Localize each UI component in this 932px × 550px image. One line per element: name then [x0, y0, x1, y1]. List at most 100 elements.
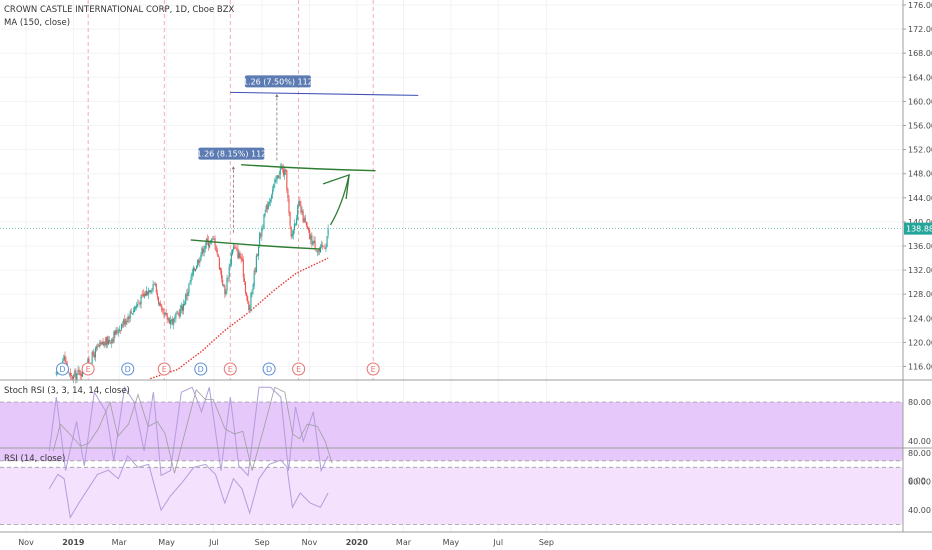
candle-body — [80, 374, 82, 376]
candle-body — [185, 294, 187, 305]
dividend-marker — [262, 362, 276, 376]
stoch-rsi-legend[interactable]: Stoch RSI (3, 3, 14, 14, close) — [4, 386, 130, 396]
candle-body — [186, 293, 188, 296]
candle-body — [240, 256, 242, 259]
candle-body — [76, 373, 78, 380]
candle-body — [190, 276, 192, 282]
candle-body — [292, 230, 294, 235]
candle-body — [127, 316, 129, 322]
candle-body — [298, 201, 300, 206]
candle-body — [64, 356, 66, 362]
price-tick-label: 116.00 — [908, 363, 932, 372]
candle-body — [188, 284, 190, 293]
candle-body — [196, 266, 198, 270]
candle-body — [91, 352, 93, 363]
candle-body — [165, 312, 167, 315]
candle-body — [311, 234, 313, 245]
candle-body — [280, 167, 282, 169]
candle-body — [260, 234, 262, 236]
candle-body — [221, 270, 223, 279]
candle-body — [294, 223, 297, 225]
time-tick-label: Sep — [539, 538, 554, 547]
pane-legends: CROWN CASTLE INTERNATIONAL CORP, 1D, Cbo… — [4, 5, 235, 464]
ma-legend[interactable]: MA (150, close) — [4, 18, 70, 28]
candle-body — [203, 249, 205, 253]
candle-body — [231, 249, 233, 255]
time-tick-label: Sep — [255, 538, 270, 547]
moving-average-series — [150, 257, 329, 380]
candle-body — [272, 189, 274, 195]
measure-label: 11.26 (8.15%) 1126 — [191, 150, 271, 159]
candle-body — [123, 319, 125, 326]
candle-body — [271, 195, 273, 199]
candle-body — [128, 317, 130, 319]
candle-body — [122, 325, 124, 327]
event-lines — [87, 0, 374, 380]
oscillator-series — [48, 385, 333, 519]
ma-150-line — [150, 257, 329, 380]
candle-body — [151, 289, 153, 291]
candle-body — [100, 342, 102, 344]
price-tick-label: 148.00 — [908, 170, 932, 179]
candle-body — [70, 375, 73, 377]
earnings-marker — [157, 362, 171, 376]
candle-body — [81, 367, 83, 377]
rsi-tick-label: 60.00 — [908, 478, 931, 487]
price-tick-label: 124.00 — [908, 314, 932, 323]
rsi-legend[interactable]: RSI (14, close) — [4, 454, 65, 464]
candle-body — [140, 295, 142, 305]
candle-body — [286, 170, 288, 190]
candle-body — [156, 293, 158, 298]
candle-body — [162, 309, 164, 312]
candle-body — [257, 246, 260, 256]
candle-body — [290, 226, 292, 237]
candle-body — [216, 249, 218, 255]
candle-body — [171, 319, 173, 321]
time-tick-label: Jul — [492, 538, 503, 547]
event-letter: D — [125, 365, 131, 374]
candle-body — [74, 371, 76, 376]
candle-body — [314, 240, 316, 250]
dividend-marker — [194, 362, 208, 376]
candle-body — [213, 239, 215, 240]
candle-body — [241, 258, 243, 261]
candle-body — [232, 246, 235, 250]
candle-body — [326, 236, 328, 247]
candle-body — [279, 167, 281, 175]
candle-body — [217, 254, 219, 258]
candle-body — [247, 296, 249, 302]
candle-body — [169, 319, 172, 325]
candle-body — [168, 318, 170, 324]
candle-body — [138, 302, 140, 304]
candle-body — [228, 266, 230, 278]
candle-body — [297, 205, 299, 220]
candle-body — [98, 345, 100, 347]
candle-body — [65, 360, 67, 363]
price-tick-label: 168.00 — [908, 49, 932, 58]
candle-body — [226, 278, 228, 291]
candle-body — [293, 223, 295, 230]
candle-body — [236, 248, 238, 250]
candle-body — [137, 303, 139, 306]
candle-body — [321, 245, 323, 247]
candle-body — [93, 354, 95, 358]
candle-body — [175, 313, 177, 319]
candle-body — [230, 253, 232, 265]
candle-body — [155, 283, 157, 293]
candle-body — [163, 312, 165, 315]
candle-body — [111, 339, 113, 344]
candle-body — [222, 279, 224, 286]
candle-body — [126, 321, 128, 322]
candle-body — [317, 250, 319, 252]
candle-body — [264, 212, 266, 216]
candle-body — [78, 369, 80, 372]
symbol-title[interactable]: CROWN CASTLE INTERNATIONAL CORP, 1D, Cbo… — [4, 5, 235, 15]
price-tick-label: 160.00 — [908, 97, 932, 106]
chart-drawings[interactable]: 11.26 (8.15%) 1126 11.26 (7.50%) 1126 — [190, 75, 419, 250]
candle-body — [118, 329, 120, 332]
candle-body — [225, 291, 227, 295]
arrow-head — [322, 173, 350, 199]
resistance-trendline — [241, 163, 376, 172]
